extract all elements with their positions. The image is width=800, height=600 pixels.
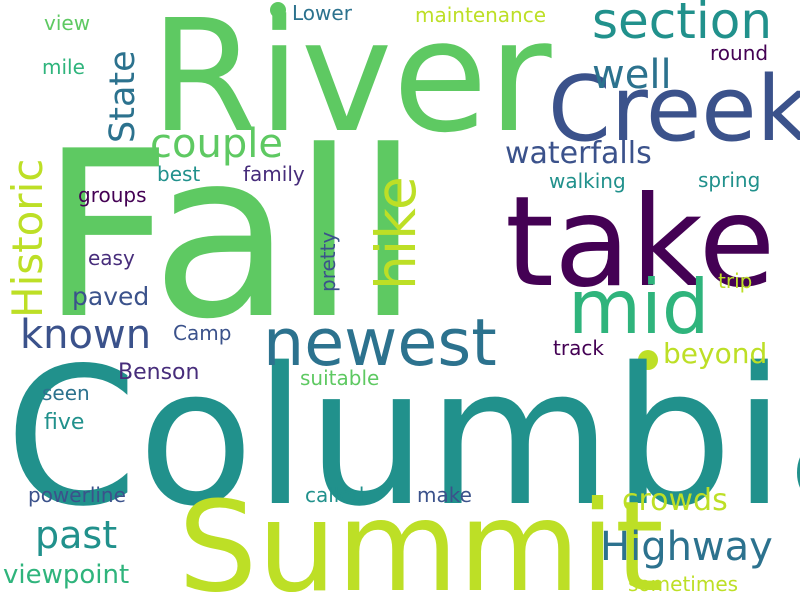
word-take: take (505, 170, 775, 315)
word-historic: Historic (3, 159, 52, 318)
word-round: round (710, 41, 768, 65)
word-powerline: powerline (28, 483, 126, 507)
dot-top (270, 2, 286, 18)
word-five: five (44, 410, 84, 435)
word-known: known (20, 312, 151, 358)
word-mid: mid (568, 263, 710, 351)
word-waterfalls: waterfalls (505, 136, 652, 171)
word-beyond: beyond (663, 337, 767, 370)
word-benson: Benson (118, 360, 199, 385)
word-walking: walking (549, 169, 626, 193)
word-maintenance: maintenance (415, 3, 546, 27)
word-camp: Camp (173, 321, 231, 345)
word-pretty: pretty (316, 232, 340, 292)
word-make: make (417, 483, 472, 507)
word-paved: paved (72, 282, 149, 311)
word-state: State (103, 50, 143, 143)
word-view: view (44, 11, 90, 35)
word-well: well (592, 52, 672, 98)
word-newest: newest (263, 306, 497, 381)
word-fall: Fall (40, 103, 420, 370)
dot-right (638, 350, 658, 370)
word-track: track (553, 336, 604, 360)
word-best: best (157, 162, 200, 186)
word-columbia: Columbia (5, 327, 800, 548)
word-seen: seen (42, 381, 90, 405)
word-section: section (592, 0, 772, 50)
word-lower: Lower (292, 1, 353, 25)
word-spring: spring (698, 168, 760, 192)
word-trip: trip (718, 269, 752, 293)
word-highway: Highway (600, 524, 773, 570)
word-past: past (35, 513, 117, 557)
word-hike: hike (364, 176, 428, 290)
word-sometimes: sometimes (628, 572, 738, 596)
word-suitable: suitable (300, 366, 379, 390)
word-mile: mile (42, 55, 85, 79)
word-easy: easy (88, 246, 135, 270)
word-creek: Creek (548, 57, 800, 162)
word-called: called (305, 483, 364, 507)
word-family: family (243, 162, 305, 186)
word-crowds: crowds (622, 483, 728, 518)
word-viewpoint: viewpoint (3, 560, 129, 590)
word-summit: Summit (178, 475, 664, 600)
word-river: River (150, 0, 552, 167)
word-couple: couple (150, 121, 283, 167)
word-groups: groups (78, 183, 147, 207)
